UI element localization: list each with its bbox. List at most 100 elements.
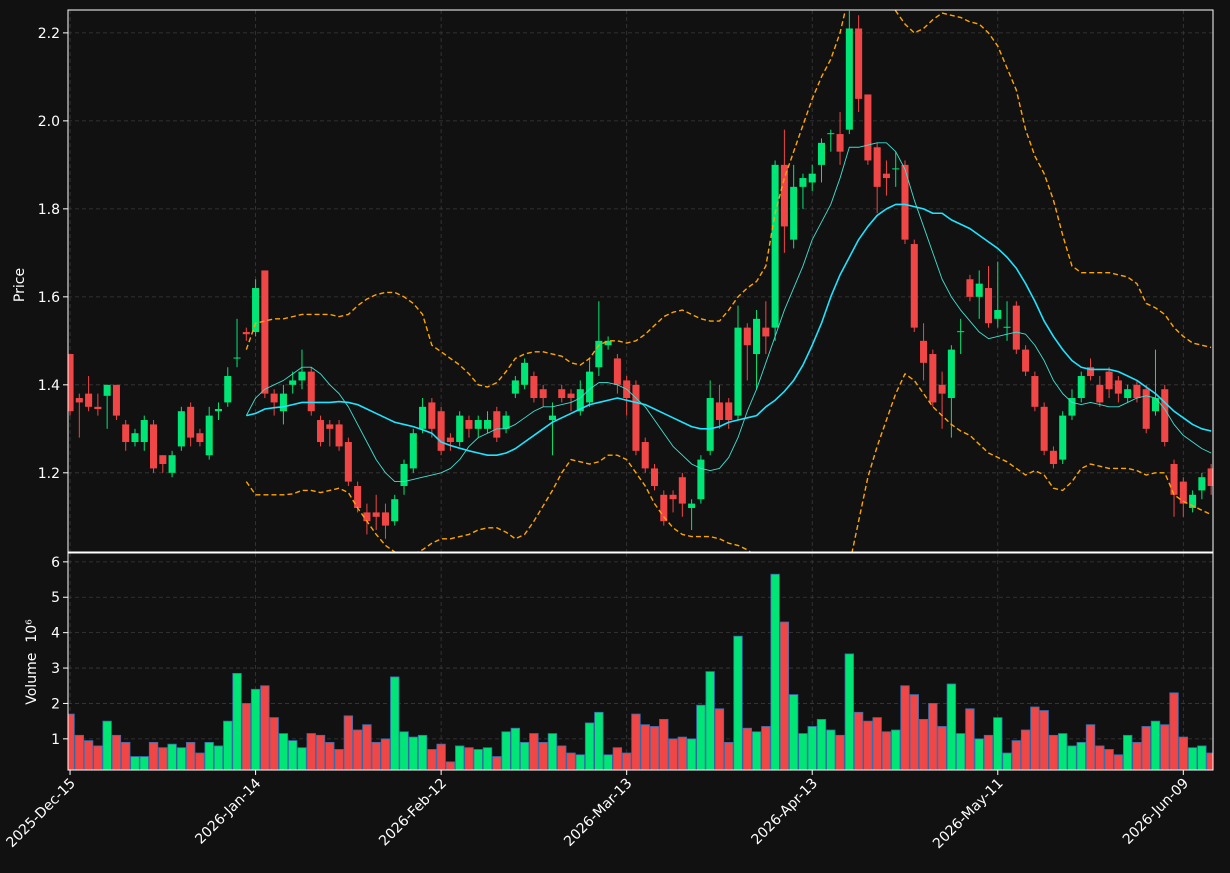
volume-bar [983, 734, 994, 770]
candle-body [920, 340, 928, 363]
candle-body [1049, 450, 1057, 465]
volume-bar [417, 734, 428, 770]
volume-bar [955, 733, 966, 770]
candle-body [1087, 367, 1095, 377]
volume-bar [260, 685, 270, 770]
volume-bar [826, 729, 836, 770]
candle-body [808, 173, 816, 183]
volume-bar [603, 754, 613, 770]
candle-body [261, 270, 269, 394]
volume-bar [649, 726, 660, 770]
candle-body [1114, 380, 1122, 394]
candle-body [205, 415, 213, 456]
y-tick-label: 1.4 [38, 378, 60, 394]
candle-body [493, 411, 501, 438]
candle-body [586, 371, 594, 403]
candle-body [1096, 384, 1104, 403]
volume-bar [863, 720, 873, 770]
candle-body [400, 464, 408, 487]
volume-bar [742, 727, 752, 770]
volume-bar [139, 756, 149, 770]
volume-bar [965, 708, 975, 770]
volume-bar [390, 676, 400, 770]
volume-bar [1048, 734, 1059, 770]
volume-bar [844, 653, 854, 770]
candle-body [446, 437, 454, 443]
candle-body [613, 358, 621, 385]
volume-bar [714, 708, 725, 770]
candle-body [298, 371, 306, 381]
candle-body [892, 168, 900, 170]
candle-body [187, 406, 195, 438]
candle-body [391, 499, 399, 522]
volume-bar [751, 731, 762, 770]
volume-bar [102, 720, 112, 770]
volume-bar [696, 704, 706, 770]
volume-bar [816, 718, 827, 770]
y-tick-label: 6 [51, 555, 60, 571]
indicator-line [245, 142, 1212, 483]
volume-bar [835, 734, 845, 770]
candle-body [159, 455, 167, 465]
volume-bar [724, 741, 734, 770]
volume-bar [1020, 729, 1031, 770]
volume-bar [928, 703, 938, 770]
candle-body [780, 164, 788, 227]
volume-bar [288, 740, 298, 770]
volume-bar [909, 694, 919, 770]
volume-bar [427, 749, 437, 770]
y-tick-label: 1.8 [38, 202, 60, 218]
candle-body [994, 310, 1002, 319]
volume-bar [668, 738, 678, 770]
candle-body [168, 455, 176, 473]
volume-bar [659, 718, 669, 770]
candle-body [604, 340, 612, 346]
candle-body [548, 415, 556, 421]
candle-body [567, 393, 575, 399]
volume-bar [334, 749, 344, 770]
volume-bar [640, 724, 650, 770]
candle-body [1068, 398, 1076, 416]
volume-bar [1011, 740, 1021, 770]
candle-body [428, 402, 436, 429]
candle-body [576, 389, 584, 412]
volume-bar [315, 734, 326, 770]
volume-bar [1113, 754, 1124, 770]
volume-bar [1058, 733, 1068, 770]
candle-body [1198, 477, 1206, 491]
candle-body [474, 420, 482, 429]
candle-body [354, 486, 362, 509]
candle-body [279, 393, 287, 412]
y-tick-label: 4 [51, 626, 60, 642]
candle-body [465, 420, 473, 429]
candle-body [68, 354, 74, 412]
y-tick-label: 5 [51, 590, 60, 606]
volume-bar [1104, 749, 1114, 770]
volume-bar [436, 743, 446, 770]
candle-body [483, 420, 492, 429]
candle-body [1040, 406, 1048, 451]
y-tick-label: 3 [51, 661, 60, 677]
volume-bar [1197, 745, 1207, 770]
candle-body [270, 393, 278, 403]
candle-body [947, 349, 955, 399]
volume-bar [1095, 745, 1105, 770]
candle-body [122, 424, 130, 443]
candle-body [252, 288, 260, 333]
candle-body [966, 279, 974, 297]
volume-bar [881, 731, 892, 770]
candle-body [975, 283, 983, 297]
volume-bar [306, 733, 316, 770]
price-axis-label: Price [12, 268, 28, 302]
candle-body [873, 147, 881, 187]
candle-body [743, 327, 751, 346]
candle-body [1133, 384, 1141, 399]
volume-bar [74, 734, 84, 770]
candle-body [855, 28, 863, 99]
volume-bar [482, 747, 493, 770]
volume-label: Volume [24, 653, 40, 705]
candle-body [326, 424, 334, 429]
volume-bar [1030, 706, 1040, 770]
candle-body [845, 28, 853, 130]
